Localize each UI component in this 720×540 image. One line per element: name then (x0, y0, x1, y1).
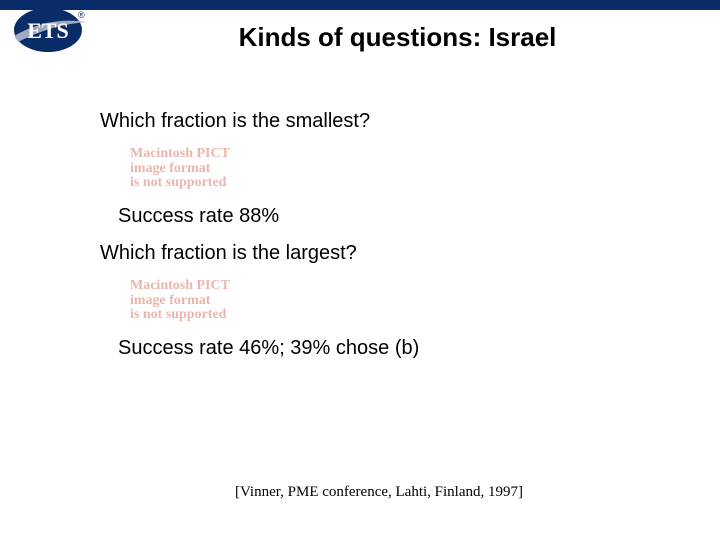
logo-registered: ® (78, 10, 85, 20)
pict-placeholder-1: Macintosh PICT image format is not suppo… (130, 147, 660, 191)
citation: [Vinner, PME conference, Lahti, Finland,… (235, 484, 523, 501)
slide-title: Kinds of questions: Israel (115, 22, 680, 53)
slide-content: Which fraction is the smallest? Macintos… (100, 110, 660, 368)
pict-line: Macintosh PICT (130, 147, 660, 162)
pict-line: is not supported (130, 176, 660, 191)
question-1: Which fraction is the smallest? (100, 110, 660, 133)
pict-line: image format (130, 294, 660, 309)
ets-logo-svg: ETS ® (8, 2, 94, 58)
pict-line: is not supported (130, 308, 660, 323)
pict-line: image format (130, 162, 660, 177)
pict-placeholder-2: Macintosh PICT image format is not suppo… (130, 279, 660, 323)
result-2: Success rate 46%; 39% chose (b) (118, 337, 660, 360)
pict-line: Macintosh PICT (130, 279, 660, 294)
result-1: Success rate 88% (118, 205, 660, 228)
logo-text: ETS (27, 18, 69, 43)
top-accent-band (0, 0, 720, 10)
ets-logo: ETS ® (8, 2, 94, 58)
question-2: Which fraction is the largest? (100, 242, 660, 265)
